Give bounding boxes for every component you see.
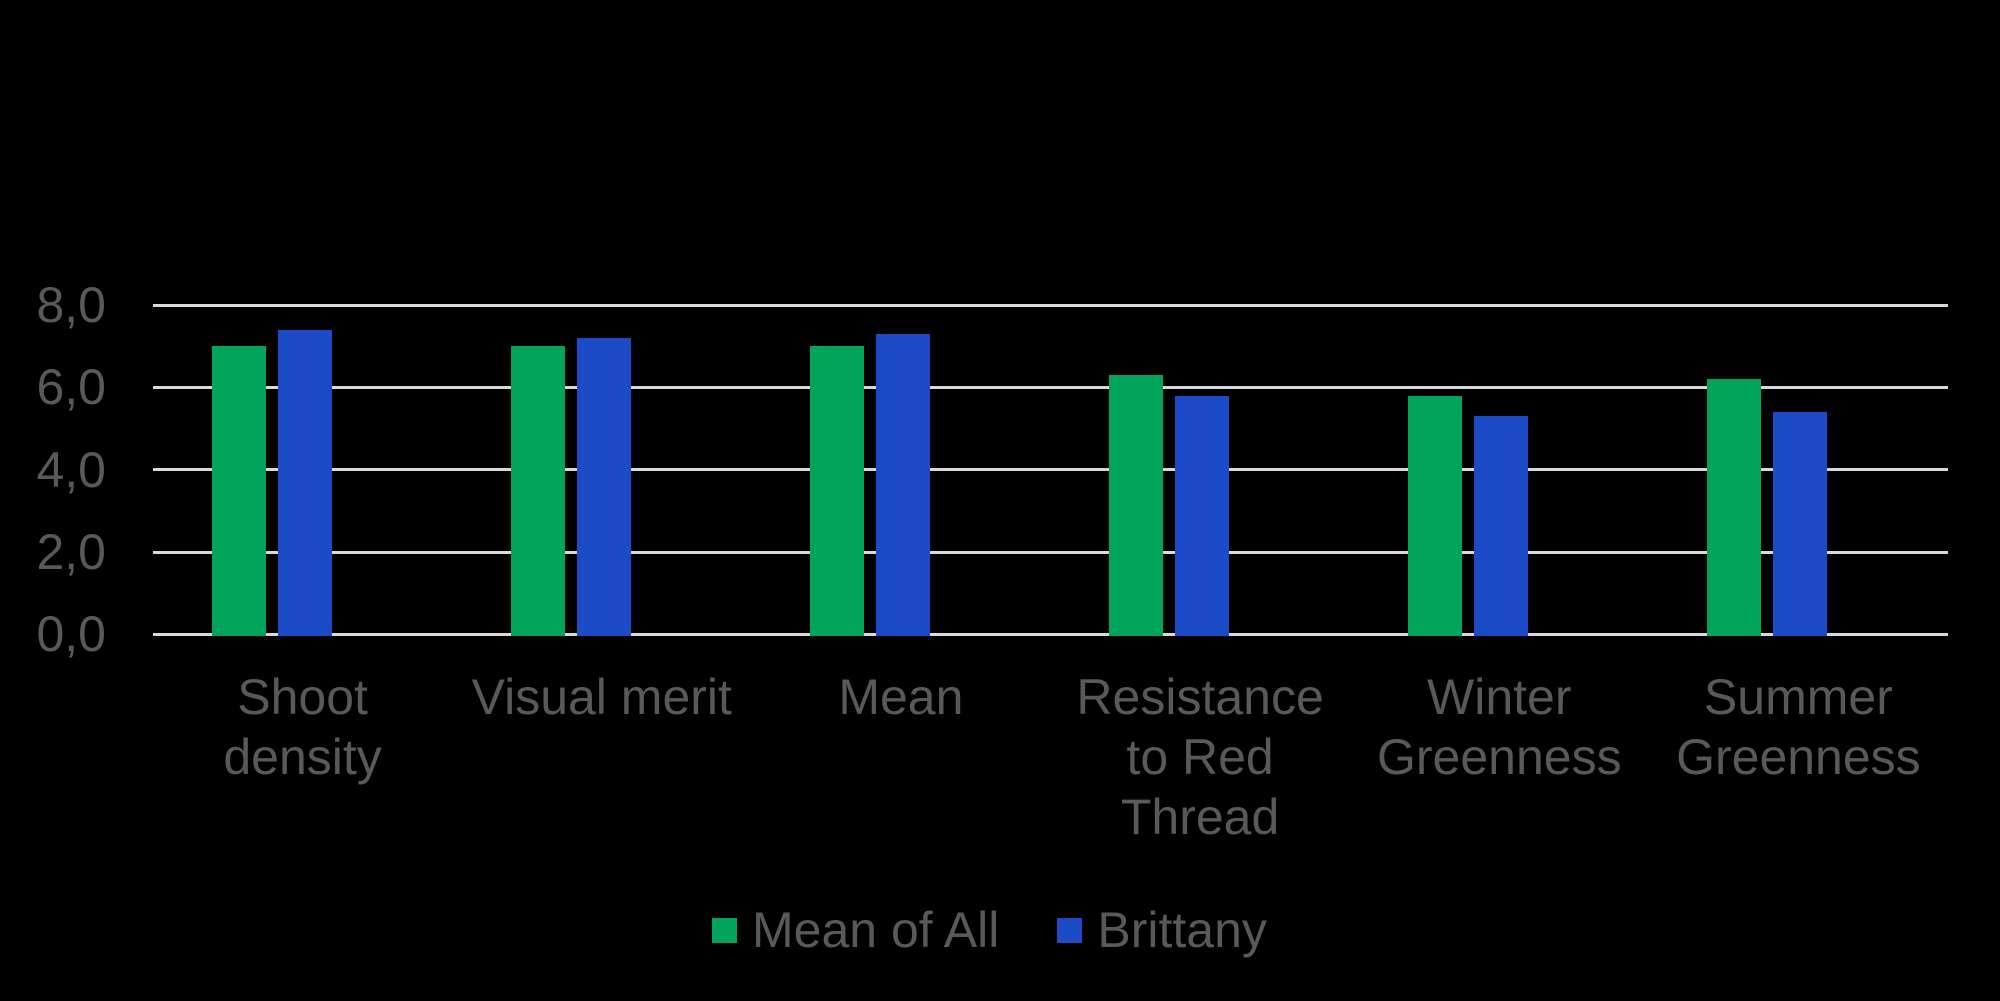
x-category-label-line: Winter (1427, 669, 1572, 725)
legend-label-mean-of-all: Mean of All (752, 902, 1000, 958)
x-category-label-line: Thread (1120, 789, 1280, 845)
bar-brittany-visual-merit (576, 337, 631, 636)
y-tick-label: 4,0 (36, 441, 106, 498)
gridline-2,0 (153, 550, 1948, 554)
y-tick-label: 2,0 (36, 524, 106, 580)
bar-brittany-winter-greenness (1474, 416, 1529, 636)
x-category-label-summer-greenness: Summer Greenness (1649, 667, 1948, 787)
bar-mean-of-all-summer-greenness (1707, 379, 1762, 636)
bar-mean-of-all-visual-merit (510, 346, 565, 636)
bar-brittany-resistance-to-red-thread (1175, 395, 1229, 636)
gridline-8,0 (153, 303, 1948, 307)
x-category-label-line: Mean (838, 669, 964, 725)
bar-mean-of-all-mean (809, 346, 864, 636)
legend-label-brittany: Brittany (1097, 902, 1267, 958)
legend-item-mean-of-all: Mean of All (712, 905, 999, 955)
x-category-label-line: Visual merit (471, 669, 732, 725)
y-tick-label: 6,0 (36, 359, 106, 416)
gridline-4,0 (153, 468, 1948, 472)
bar-brittany-summer-greenness (1773, 412, 1828, 636)
y-tick-label: 8,0 (36, 277, 106, 333)
legend: Mean of All Brittany (712, 905, 1267, 955)
x-category-label-line: Shoot (237, 669, 368, 725)
x-category-label-visual-merit: Visual merit (452, 667, 751, 727)
bar-mean-of-all-winter-greenness (1408, 395, 1463, 636)
gridline-6,0 (153, 385, 1948, 389)
bar-mean-of-all-shoot-density (211, 346, 266, 636)
legend-swatch-brittany-icon (1057, 917, 1083, 943)
x-category-label-mean: Mean (751, 667, 1050, 727)
x-category-label-line: Resistance (1076, 669, 1324, 725)
x-category-label-line: Summer (1703, 669, 1893, 725)
bar-mean-of-all-resistance-to-red-thread (1109, 375, 1163, 636)
y-tick-label: 0,0 (36, 606, 106, 663)
gridline-0,0 (153, 632, 1948, 636)
bar-brittany-shoot-density (277, 329, 332, 636)
x-category-label-line: Greenness (1676, 729, 1921, 785)
x-category-label-shoot-density: Shoot density (153, 667, 452, 787)
legend-swatch-mean-of-all-icon (712, 917, 737, 943)
x-category-label-line: Greenness (1376, 729, 1622, 785)
x-category-label-line: density (223, 729, 382, 785)
x-category-label-winter-greenness: Winter Greenness (1350, 667, 1649, 787)
x-category-label-resistance-to-red-thread: Resistance to Red Thread (1051, 667, 1350, 847)
legend-item-brittany: Brittany (1057, 905, 1267, 955)
bar-brittany-mean (875, 333, 930, 636)
x-category-label-line: to Red (1126, 729, 1274, 785)
